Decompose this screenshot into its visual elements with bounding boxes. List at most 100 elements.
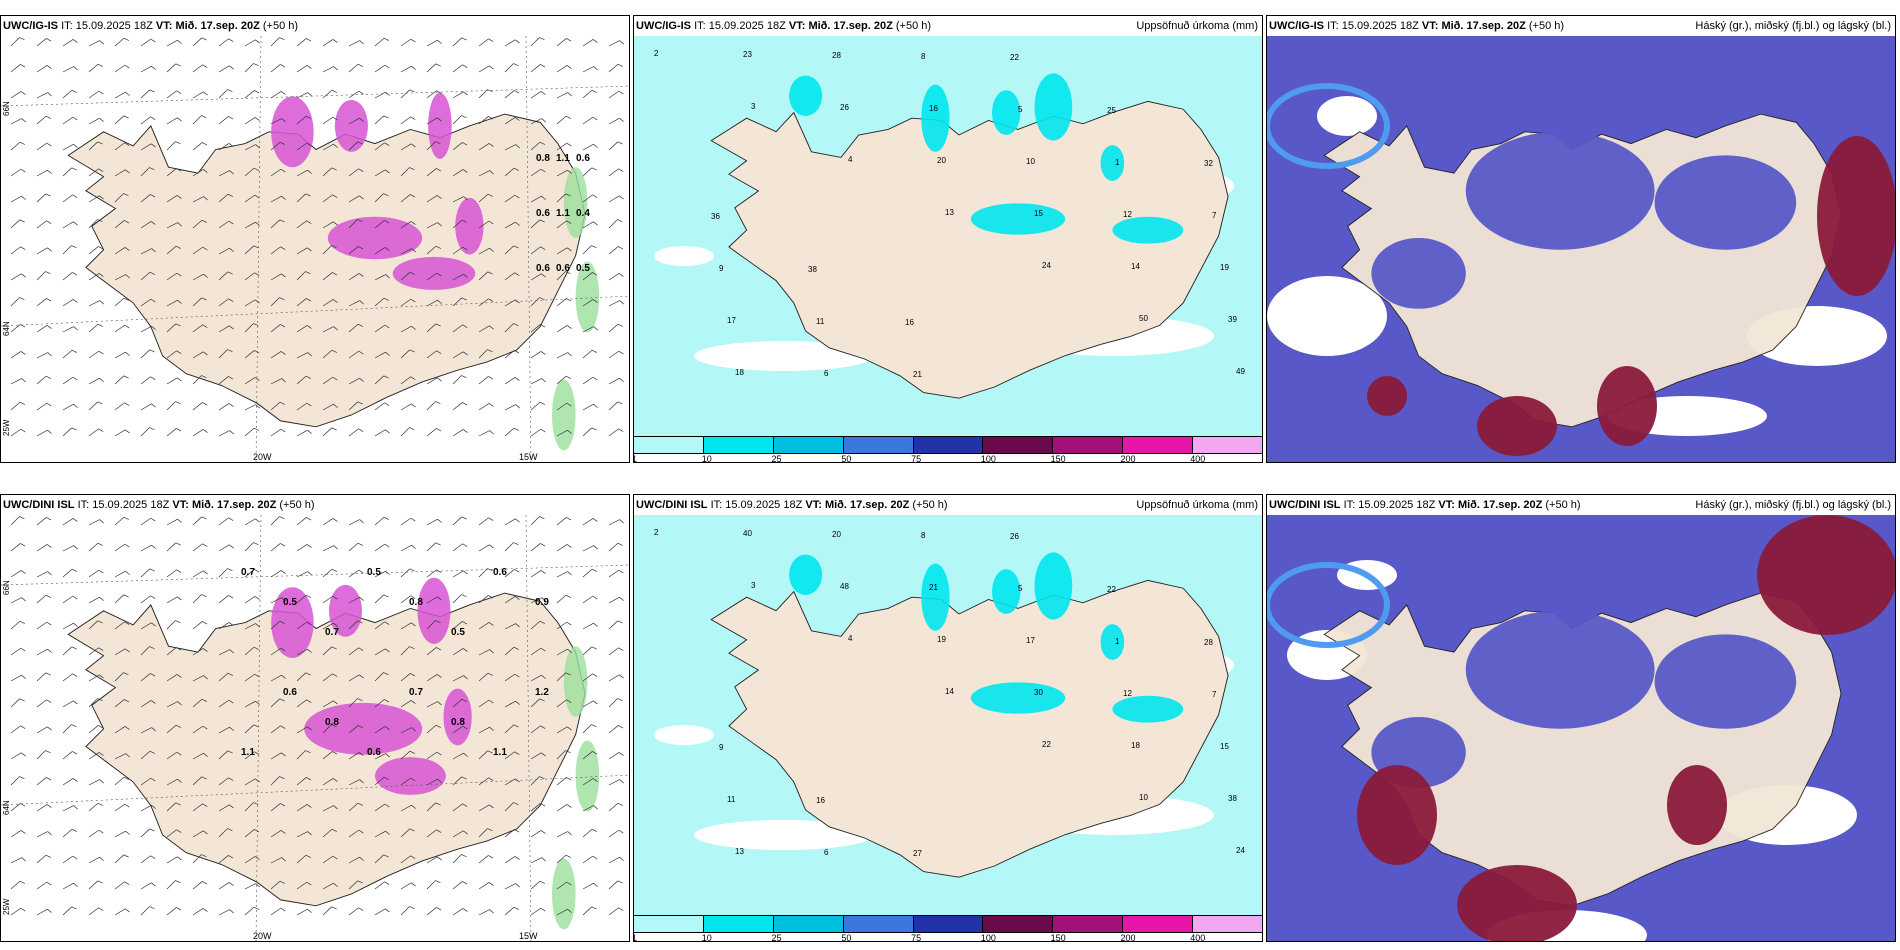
wind-barb <box>582 116 598 125</box>
wind-barb <box>426 829 442 838</box>
precip-value: 9 <box>719 743 724 752</box>
init-time: 15.09.2025 18Z <box>708 20 786 32</box>
wind-barb <box>270 324 286 333</box>
wind-barb <box>530 91 546 99</box>
wind-barb <box>62 724 77 734</box>
wind-barb <box>426 272 442 281</box>
value-label: 0.7 <box>325 627 339 638</box>
init-time: 15.09.2025 18Z <box>75 20 153 32</box>
wind-barb <box>556 881 572 890</box>
wind-barb <box>478 672 494 682</box>
wind-barb <box>166 620 181 630</box>
wind-barb <box>140 777 156 786</box>
snow-area <box>327 216 423 260</box>
wind-barb <box>504 802 519 812</box>
wind-barb <box>296 672 311 682</box>
precip-area <box>1034 73 1073 141</box>
wind-barb <box>582 828 598 838</box>
wind-barb <box>244 427 260 437</box>
wind-barb <box>426 141 441 151</box>
wind-barb <box>348 90 364 99</box>
panel-cloud-dini: UWC/DINI ISL IT: 15.09.2025 18Z VT: Mið.… <box>1266 494 1896 942</box>
wind-barb <box>140 65 156 73</box>
wind-barb <box>88 63 104 73</box>
wind-barb <box>530 570 546 578</box>
precip-area <box>921 563 950 631</box>
wind-barb <box>244 377 260 385</box>
wind-barb <box>374 699 390 708</box>
wind-barb <box>36 594 52 604</box>
wind-barb <box>478 804 494 812</box>
wind-barb <box>582 545 598 552</box>
wind-barb <box>270 620 286 630</box>
wind-barb <box>452 246 468 255</box>
wind-barb <box>140 804 156 812</box>
snow-area <box>271 96 314 168</box>
iceland-landmass <box>710 579 1229 878</box>
wind-barb <box>452 776 467 786</box>
iceland-map-group <box>1323 113 1842 428</box>
wind-barb <box>322 518 338 526</box>
wind-barb <box>62 427 77 437</box>
precip-value: 21 <box>913 370 922 379</box>
wind-barb <box>582 349 598 359</box>
panel-header: UWC/IG-IS IT: 15.09.2025 18Z VT: Mið. 17… <box>1267 16 1895 36</box>
wind-barb <box>62 805 78 812</box>
wind-barb <box>504 144 520 151</box>
latitude-line <box>1 774 629 806</box>
wind-barb <box>192 246 208 255</box>
rain-area <box>552 858 576 930</box>
init-label: IT: <box>710 499 723 511</box>
value-label: 0.6 <box>536 208 550 219</box>
precip-value: 40 <box>743 529 752 538</box>
wind-barb <box>244 883 260 890</box>
wind-barb <box>244 906 260 916</box>
lead-time: (+50 h) <box>895 20 932 32</box>
wind-barb <box>62 545 78 552</box>
precip-value: 30 <box>1034 688 1043 697</box>
lead-time: (+50 h) <box>1528 20 1565 32</box>
colorbar-swatch <box>1053 916 1124 932</box>
valid-label: VT: <box>172 499 189 511</box>
wind-barb <box>478 909 494 916</box>
wind-barb <box>10 857 26 864</box>
precip-value: 16 <box>929 104 938 113</box>
wind-barb <box>582 194 598 203</box>
wind-barb <box>88 620 103 630</box>
wind-barb <box>374 351 390 359</box>
wind-barb <box>36 271 51 281</box>
wind-barb <box>140 248 156 255</box>
colorbar: 1 10 25 50 75 100 150 200 400 <box>634 436 1262 462</box>
wind-barb <box>556 544 572 552</box>
wind-barb <box>10 570 26 578</box>
wind-barb <box>270 597 286 604</box>
wind-barb <box>88 323 104 333</box>
wind-barb <box>556 854 572 864</box>
wind-barb <box>504 673 520 682</box>
wind-barb <box>348 519 364 526</box>
wind-barb <box>140 221 156 229</box>
wind-barb <box>36 571 52 578</box>
wind-barb <box>322 595 338 604</box>
wind-barb <box>140 727 156 734</box>
wind-barb <box>114 594 129 604</box>
wind-barb <box>322 221 338 229</box>
wind-barb <box>348 350 364 359</box>
wind-barb <box>400 427 415 437</box>
precip-value: 28 <box>832 51 841 60</box>
wind-barb <box>114 908 130 916</box>
wind-barb <box>244 404 260 411</box>
wind-barb <box>348 620 363 630</box>
cloud-area <box>1465 131 1655 250</box>
wind-barb <box>400 646 415 656</box>
wind-barb <box>166 751 182 760</box>
wind-barb <box>452 621 468 630</box>
wind-barb <box>582 906 597 916</box>
lead-time: (+50 h) <box>262 20 299 32</box>
colorbar-swatch <box>773 437 844 453</box>
colorbar-tick-label: 150 <box>1050 933 1066 942</box>
wind-barb <box>348 542 364 552</box>
wind-barb <box>296 65 312 73</box>
wind-barb <box>530 620 546 630</box>
precip-value: 7 <box>1212 690 1217 699</box>
